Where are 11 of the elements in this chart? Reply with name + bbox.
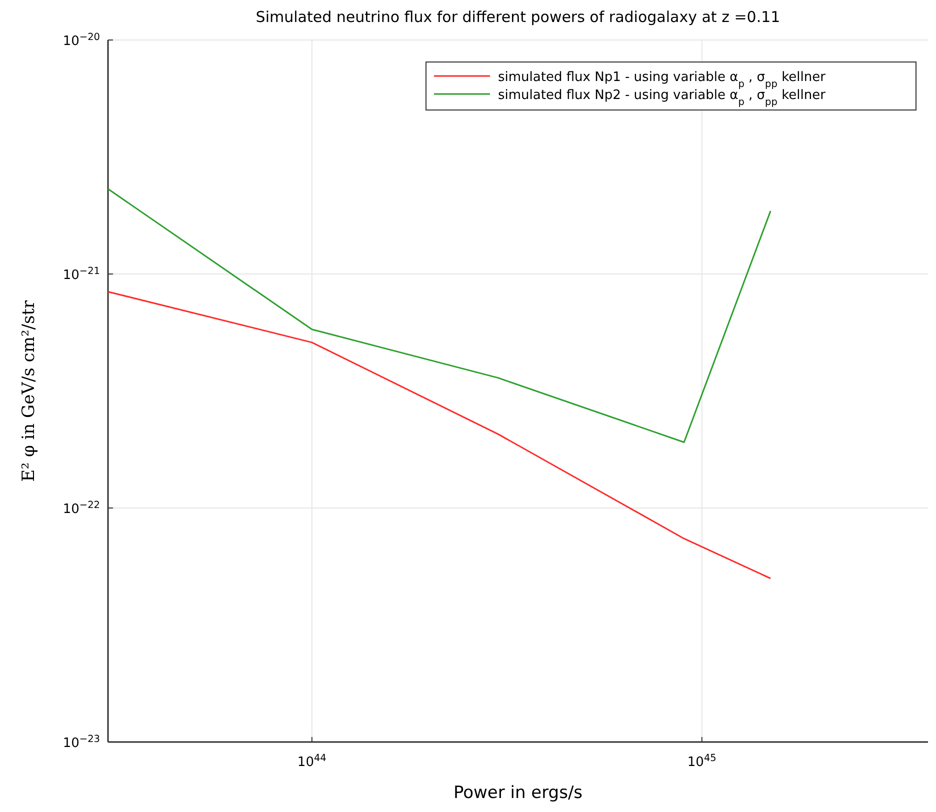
legend-label: simulated flux Np2 - using variable α$_{p}$ , σ$_{pp}$ kellner [498, 88, 826, 108]
x-axis-title: Power in ergs/s [453, 783, 583, 803]
y-tick-label: 10$^{−20}$ [62, 32, 100, 49]
y-tick-label: 10$^{−23}$ [62, 734, 100, 751]
chart-title: Simulated neutrino flux for different powers of radiogalaxy at z =0.11 [256, 8, 780, 26]
y-axis-title: E² φ in GeV/s cm²/str [19, 299, 39, 482]
y-tick-label: 10$^{−21}$ [62, 266, 100, 283]
y-tick-label: 10$^{−22}$ [62, 500, 100, 517]
x-tick-label: 10$^{45}$ [687, 752, 716, 770]
x-tick-label: 10$^{44}$ [297, 752, 326, 770]
legend-label: simulated flux Np1 - using variable α$_{p}$ , σ$_{pp}$ kellner [498, 70, 826, 90]
